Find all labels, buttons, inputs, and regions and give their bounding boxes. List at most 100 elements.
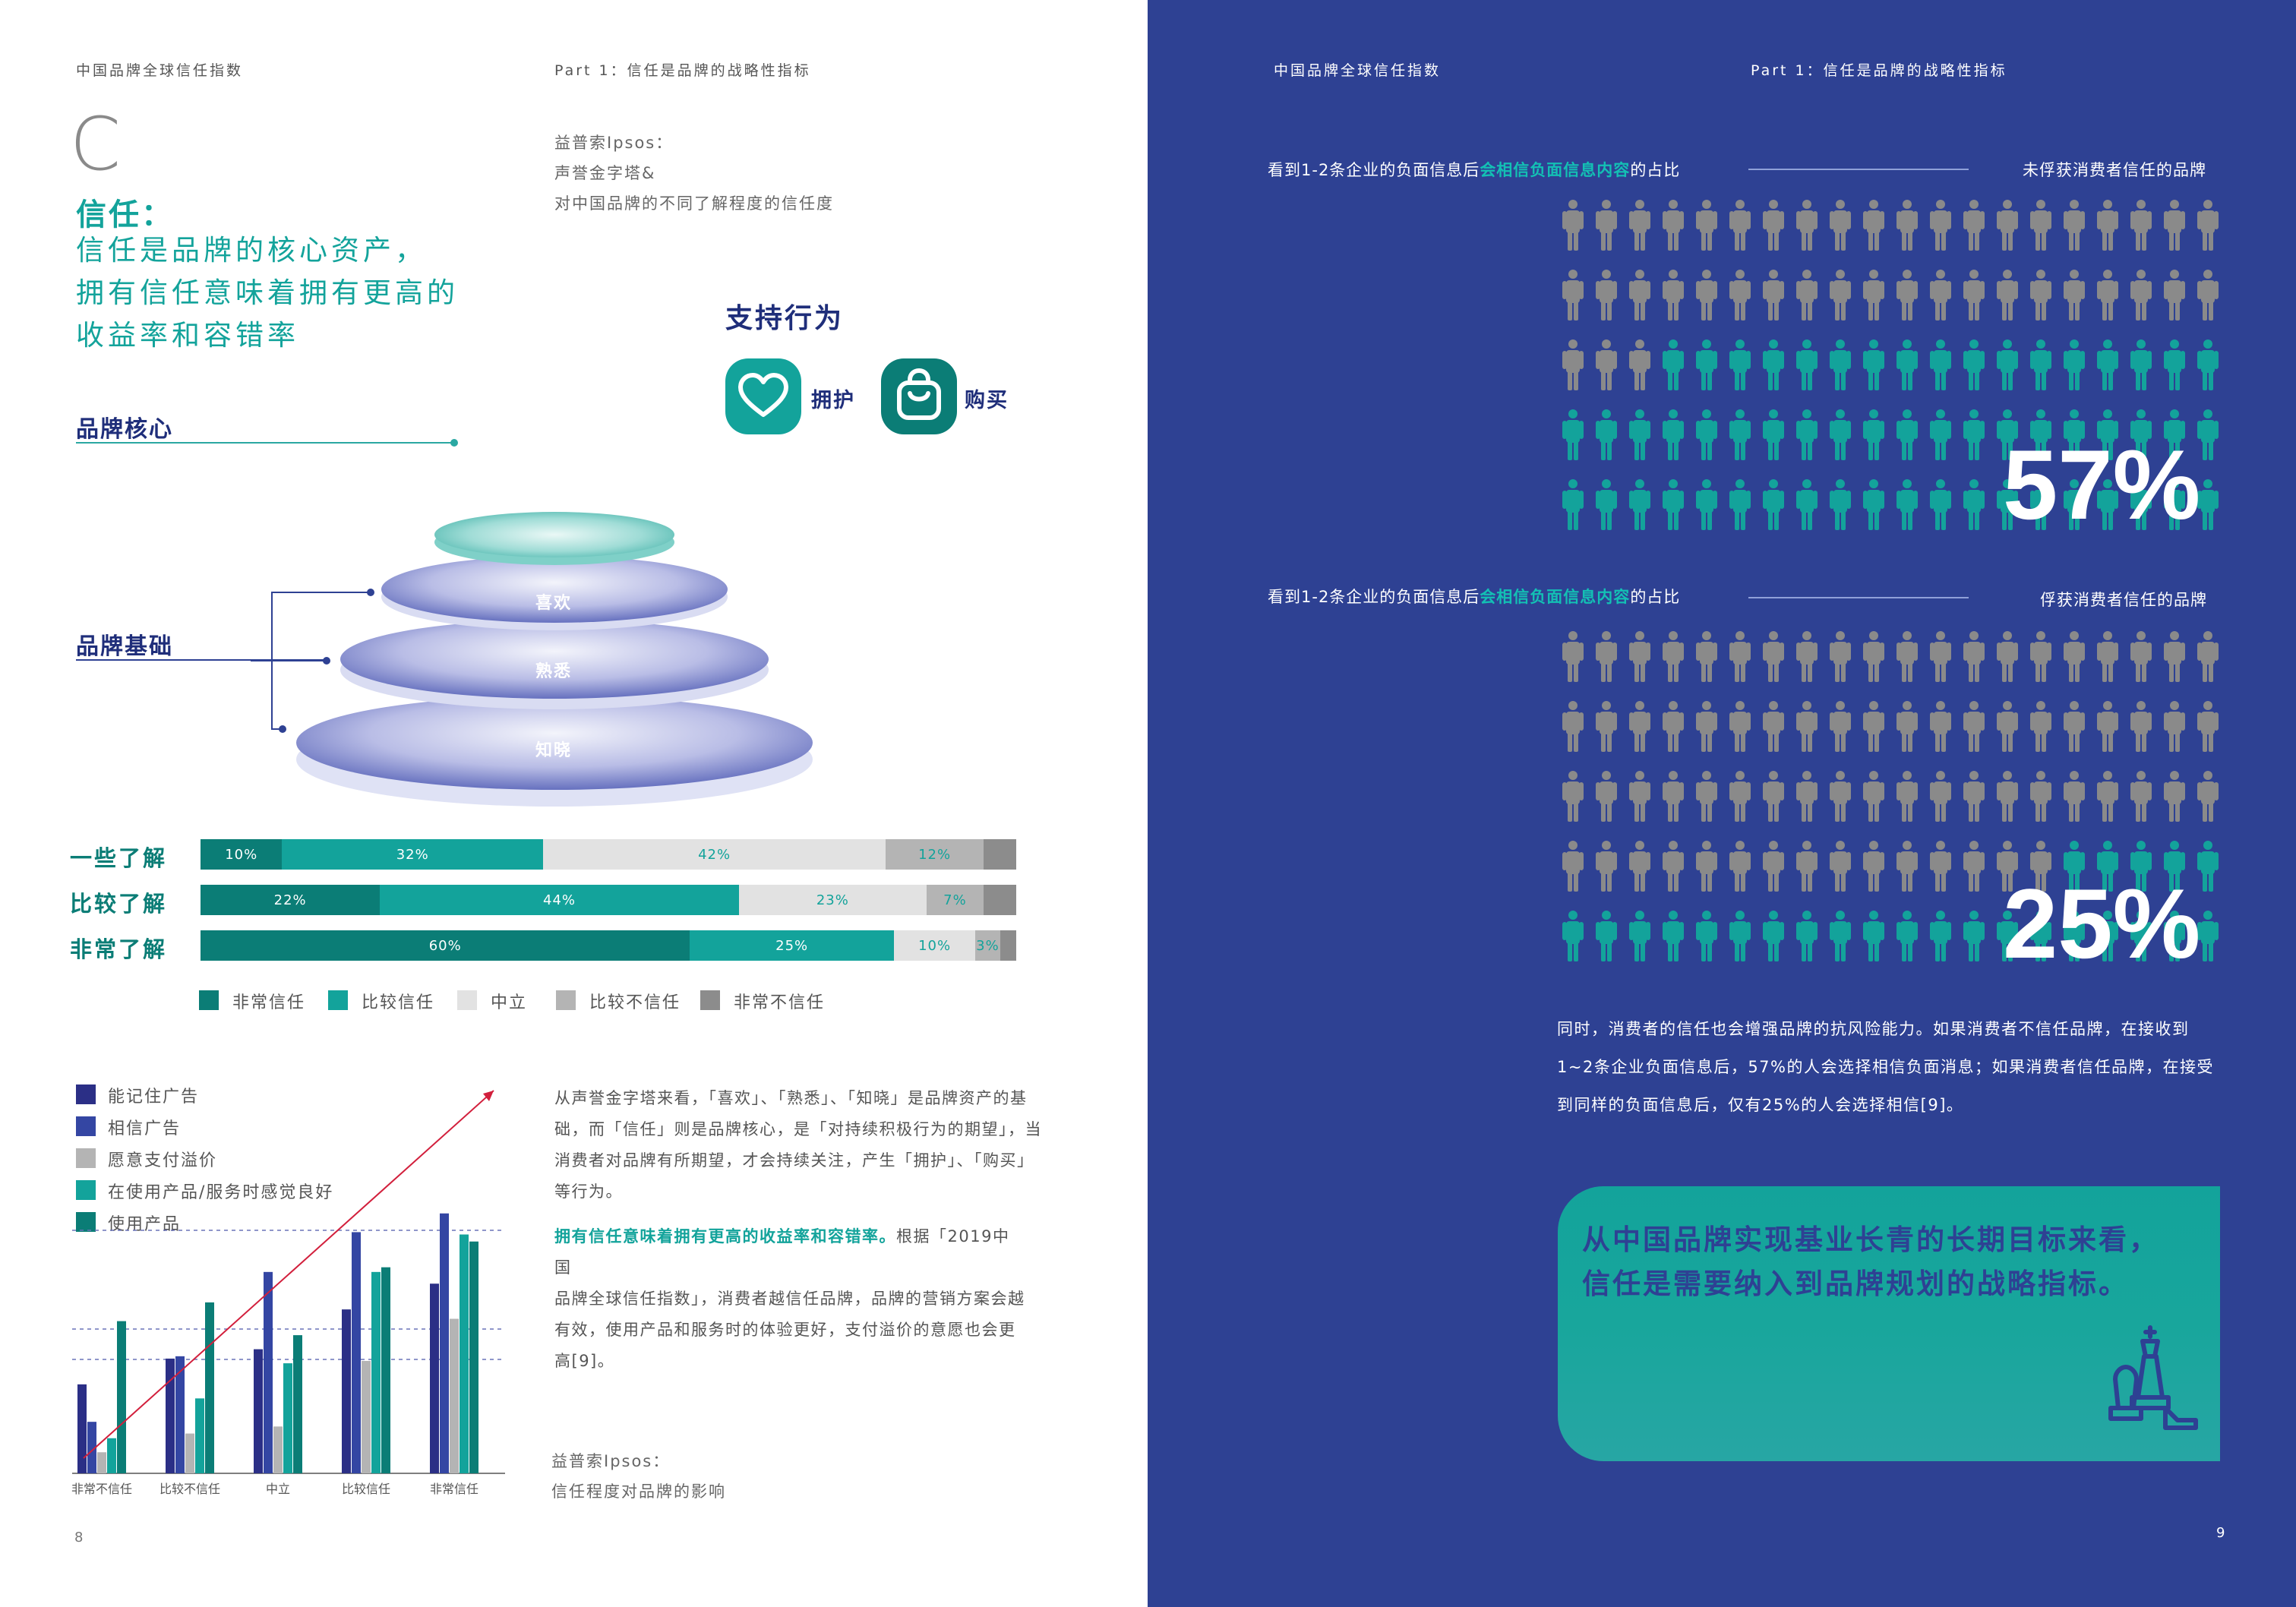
person-icon: [2130, 200, 2152, 251]
block1-percent: 57%: [2003, 429, 2201, 540]
person-icon: [1562, 200, 1584, 251]
person-icon: [1997, 771, 2018, 822]
title-text: 看到1-2条企业的负面信息后: [1268, 161, 1480, 179]
person-icon: [1963, 701, 1985, 752]
bar-segment: 10%: [201, 839, 283, 870]
bar-segment: 10%: [893, 930, 976, 961]
person-icon: [2164, 479, 2185, 530]
person-icon: [1796, 911, 1818, 961]
stacked-legend: 非常信任 比较信任 中立 比较不信任 非常不信任: [199, 989, 883, 1015]
bar-segment: 3%: [975, 930, 1000, 961]
person-icon: [1830, 409, 1851, 460]
legend-swatch: [328, 990, 348, 1010]
bar-segment: 7%: [926, 885, 984, 915]
bar-segment: 60%: [201, 930, 690, 961]
person-icon: [1930, 200, 1951, 251]
person-icon: [1729, 771, 1751, 822]
person-icon: [1830, 479, 1851, 530]
bar: [450, 1318, 459, 1473]
brand-core-line: [76, 442, 454, 444]
paragraph-line: 1~2条企业负面信息后，57%的人会选择相信负面消息；如果消费者信任品牌，在接受: [1557, 1058, 2214, 1076]
person-icon: [1596, 841, 1617, 892]
person-icon: [1796, 409, 1818, 460]
person-icon: [2030, 911, 2051, 961]
person-icon: [2064, 200, 2085, 251]
person-icon: [1796, 771, 1818, 822]
person-icon: [1896, 409, 1918, 460]
chess-icon: [2108, 1325, 2198, 1430]
bar: [381, 1267, 390, 1473]
person-icon: [1629, 479, 1650, 530]
person-icon: [2030, 771, 2051, 822]
bar-segment: 42%: [543, 839, 886, 870]
person-icon: [1796, 631, 1818, 682]
person-icon: [1863, 841, 1884, 892]
person-icon: [1729, 409, 1751, 460]
person-icon: [1997, 701, 2018, 752]
person-icon: [2130, 409, 2152, 460]
person-icon: [2097, 339, 2118, 390]
pyramid-layer-like: 喜欢: [535, 594, 573, 613]
quote-text: 从中国品牌实现基业长青的长期目标来看， 信任是需要纳入到品牌规划的战略指标。: [1582, 1218, 2159, 1306]
person-icon: [2064, 701, 2085, 752]
person-icon: [1596, 701, 1617, 752]
legend-swatch: [76, 1084, 96, 1104]
person-icon: [1963, 771, 1985, 822]
person-icon: [2164, 200, 2185, 251]
person-icon: [1796, 270, 1818, 320]
person-icon: [1696, 701, 1717, 752]
bar: [117, 1321, 126, 1473]
support-title: 支持行为: [725, 303, 845, 334]
person-icon: [1596, 479, 1617, 530]
person-icon: [1696, 631, 1717, 682]
trust-heading: 信任：: [76, 197, 174, 232]
title-highlight: 会相信负面信息内容: [1480, 588, 1631, 606]
person-icon: [1729, 911, 1751, 961]
person-icon: [1562, 339, 1584, 390]
person-icon: [1830, 339, 1851, 390]
person-icon: [1763, 841, 1784, 892]
bar-row-label: 一些了解: [70, 845, 168, 871]
body-line: 品牌全球信任指数」，消费者越信任品牌，品牌的营销方案会越: [554, 1290, 1025, 1308]
trust-impact-bar-chart: 非常不信任 比较不信任 中立 比较信任 非常信任: [71, 1090, 505, 1496]
person-icon: [1663, 479, 1684, 530]
person-icon: [2164, 339, 2185, 390]
person-icon: [2197, 701, 2219, 752]
person-icon: [2197, 841, 2219, 892]
person-icon: [1596, 771, 1617, 822]
person-icon: [1796, 841, 1818, 892]
person-icon: [1863, 701, 1884, 752]
person-icon: [2130, 701, 2152, 752]
person-icon: [1830, 771, 1851, 822]
support-label-advocate: 拥护: [811, 389, 855, 412]
legend-label: 使用产品: [108, 1215, 182, 1234]
person-icon: [1596, 631, 1617, 682]
legend-label: 在使用产品/服务时感觉良好: [108, 1183, 334, 1202]
stacked-bar: 60% 25% 10% 3%: [201, 930, 1016, 961]
block2-tag: 俘获消费者信任的品牌: [2040, 591, 2207, 609]
person-icon: [1796, 479, 1818, 530]
person-icon: [1629, 270, 1650, 320]
bar: [107, 1438, 116, 1473]
person-icon: [2097, 911, 2118, 961]
trust-line: 收益率和容错率: [76, 319, 299, 352]
person-icon: [1696, 479, 1717, 530]
person-icon: [2030, 701, 2051, 752]
bar-segment: 25%: [690, 930, 894, 961]
person-icon: [1696, 200, 1717, 251]
people-grid-untrusted: [1562, 200, 2219, 530]
person-icon: [1963, 409, 1985, 460]
legend-swatch: [76, 1212, 96, 1232]
person-icon: [2030, 479, 2051, 530]
person-icon: [1863, 200, 1884, 251]
person-icon: [1763, 270, 1784, 320]
person-icon: [1696, 339, 1717, 390]
person-icon: [1963, 200, 1985, 251]
person-icon: [1830, 911, 1851, 961]
bar: [97, 1452, 106, 1473]
person-icon: [1796, 200, 1818, 251]
bar-segment: 44%: [380, 885, 739, 915]
bar: [166, 1358, 175, 1473]
legend-label: 能记住广告: [108, 1088, 200, 1107]
person-icon: [2097, 701, 2118, 752]
